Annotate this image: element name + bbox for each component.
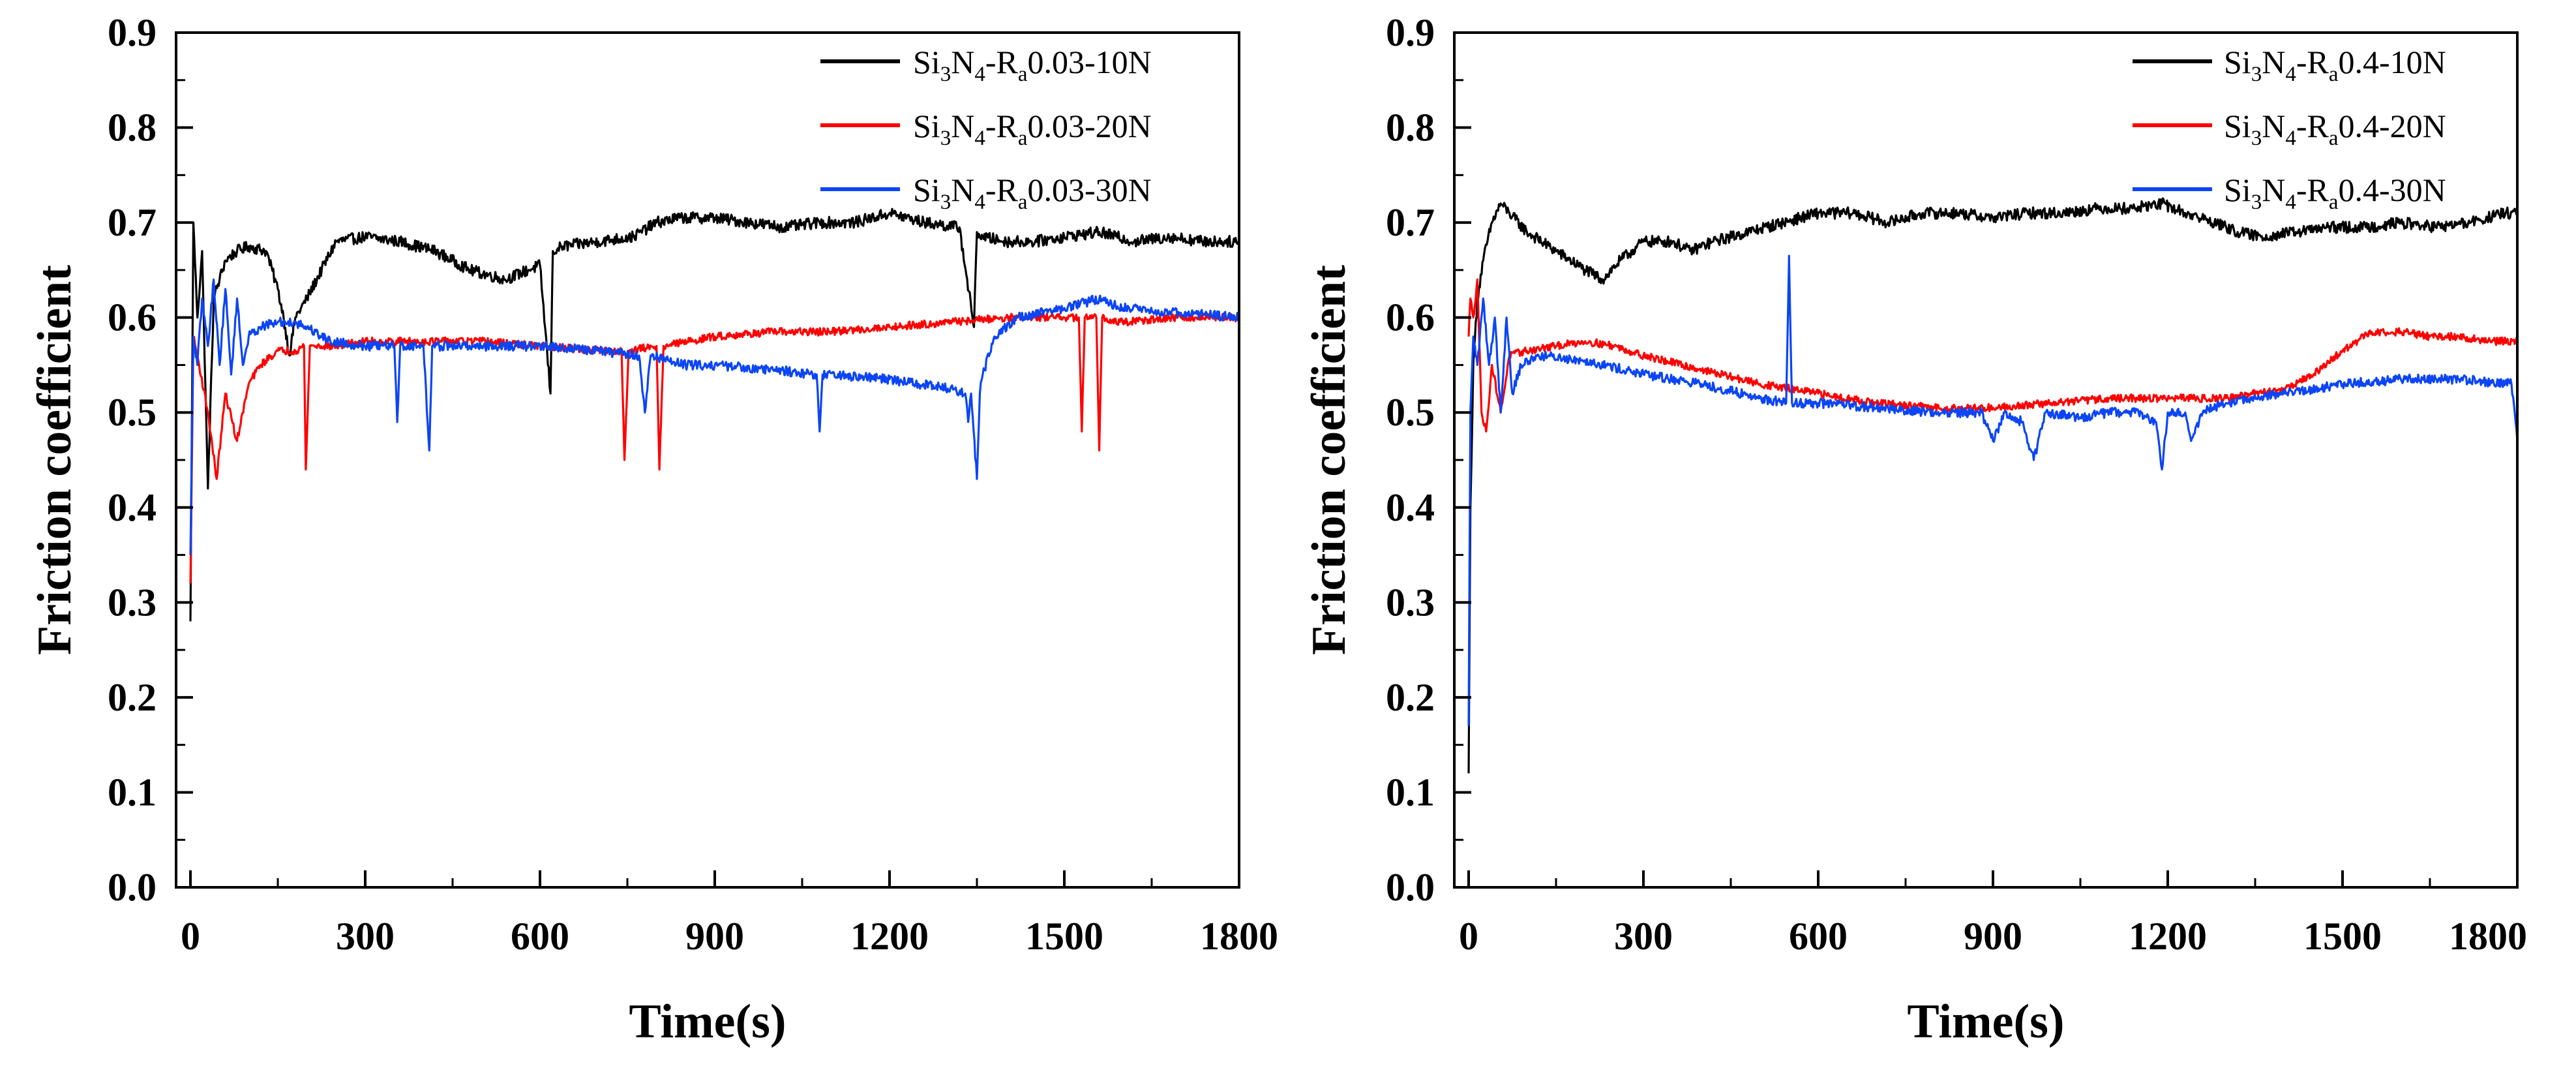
legend-label: Si3N4-Ra0.03-30N bbox=[913, 172, 1152, 214]
y-tick-label: 0.1 bbox=[1386, 771, 1435, 814]
y-tick-label: 0.7 bbox=[108, 201, 157, 244]
x-tick-labels-left: 0 300 600 900 1200 1500 1800 bbox=[181, 915, 1278, 958]
x-tick-label: 1200 bbox=[850, 915, 929, 958]
y-tick-labels-right: 0.0 0.1 0.2 0.3 0.4 0.5 0.6 0.7 0.8 0.9 bbox=[1386, 11, 1435, 909]
x-tick-label: 300 bbox=[1614, 915, 1673, 958]
legend-label: Si3N4-Ra0.4-30N bbox=[2224, 172, 2446, 214]
series-line-Si3N4-Ra0.4-10N bbox=[1467, 197, 2516, 774]
legend-left: Si3N4-Ra0.03-10N Si3N4-Ra0.03-20N Si3N4-… bbox=[820, 44, 1152, 214]
x-tick-labels-right: 0 300 600 900 1200 1500 1800 bbox=[1459, 915, 2527, 958]
x-axis-title-left: Time(s) bbox=[629, 995, 786, 1048]
x-tick-label: 600 bbox=[511, 915, 569, 958]
y-tick-label: 0.0 bbox=[108, 866, 157, 909]
y-tick-label: 0.9 bbox=[108, 11, 157, 54]
legend-label: Si3N4-Ra0.4-20N bbox=[2224, 108, 2446, 150]
y-tick-label: 0.1 bbox=[108, 771, 157, 814]
x-tick-label: 900 bbox=[685, 915, 744, 958]
x-tick-label: 0 bbox=[181, 915, 200, 958]
y-tick-label: 0.5 bbox=[108, 391, 157, 434]
legend-label: Si3N4-Ra0.03-10N bbox=[913, 44, 1152, 86]
chart-panel-left: 0.0 0.1 0.2 0.3 0.4 0.5 0.6 0.7 0.8 0.9 … bbox=[28, 11, 1278, 1048]
y-tick-labels-left: 0.0 0.1 0.2 0.3 0.4 0.5 0.6 0.7 0.8 0.9 bbox=[108, 11, 157, 909]
y-tick-label: 0.4 bbox=[1386, 486, 1435, 529]
x-tick-label: 1500 bbox=[2303, 915, 2382, 958]
y-tick-label: 0.2 bbox=[1386, 676, 1435, 719]
legend-label: Si3N4-Ra0.4-10N bbox=[2224, 44, 2446, 86]
y-tick-label: 0.6 bbox=[108, 296, 157, 339]
y-tick-label: 0.9 bbox=[1386, 11, 1435, 54]
x-tick-label: 900 bbox=[1964, 915, 2022, 958]
ticks-left bbox=[176, 31, 1240, 889]
series-line-Si3N4-Ra0.03-30N bbox=[189, 278, 1238, 555]
x-tick-label: 1200 bbox=[2129, 915, 2207, 958]
x-tick-label: 0 bbox=[1459, 915, 1478, 958]
x-tick-label: 1500 bbox=[1025, 915, 1103, 958]
x-tick-label: 600 bbox=[1789, 915, 1848, 958]
x-axis-title-right: Time(s) bbox=[1907, 995, 2064, 1048]
plot-frame-right bbox=[1453, 31, 2519, 889]
plot-frame-left bbox=[175, 31, 1240, 889]
y-tick-label: 0.3 bbox=[108, 581, 157, 624]
y-tick-label: 0.5 bbox=[1386, 391, 1435, 434]
series-line-Si3N4-Ra0.03-10N bbox=[189, 207, 1238, 622]
chart-panel-right: 0.0 0.1 0.2 0.3 0.4 0.5 0.6 0.7 0.8 0.9 … bbox=[1302, 11, 2527, 1048]
y-tick-label: 0.4 bbox=[108, 486, 157, 529]
legend-label: Si3N4-Ra0.03-20N bbox=[913, 108, 1152, 150]
series-line-Si3N4-Ra0.4-20N bbox=[1467, 278, 2516, 433]
x-tick-label: 300 bbox=[336, 915, 395, 958]
y-tick-label: 0.7 bbox=[1386, 201, 1435, 244]
y-axis-title-right: Friction coefficient bbox=[1302, 265, 1356, 655]
y-tick-label: 0.0 bbox=[1386, 866, 1435, 909]
x-tick-label: 1800 bbox=[2449, 915, 2527, 958]
y-tick-label: 0.3 bbox=[1386, 581, 1435, 624]
y-tick-label: 0.2 bbox=[108, 676, 157, 719]
y-axis-title-left: Friction coefficient bbox=[28, 265, 82, 655]
legend-right: Si3N4-Ra0.4-10N Si3N4-Ra0.4-20N Si3N4-Ra… bbox=[2133, 44, 2446, 214]
x-tick-label: 1800 bbox=[1200, 915, 1278, 958]
series-line-Si3N4-Ra0.03-20N bbox=[189, 313, 1238, 584]
y-tick-label: 0.6 bbox=[1386, 296, 1435, 339]
series-line-Si3N4-Ra0.4-30N bbox=[1467, 254, 2516, 726]
ticks-right bbox=[1454, 31, 2519, 889]
plot-lines-right bbox=[1467, 197, 2516, 774]
plot-lines-left bbox=[189, 207, 1238, 622]
y-tick-label: 0.8 bbox=[1386, 106, 1435, 149]
y-tick-label: 0.8 bbox=[108, 106, 157, 149]
